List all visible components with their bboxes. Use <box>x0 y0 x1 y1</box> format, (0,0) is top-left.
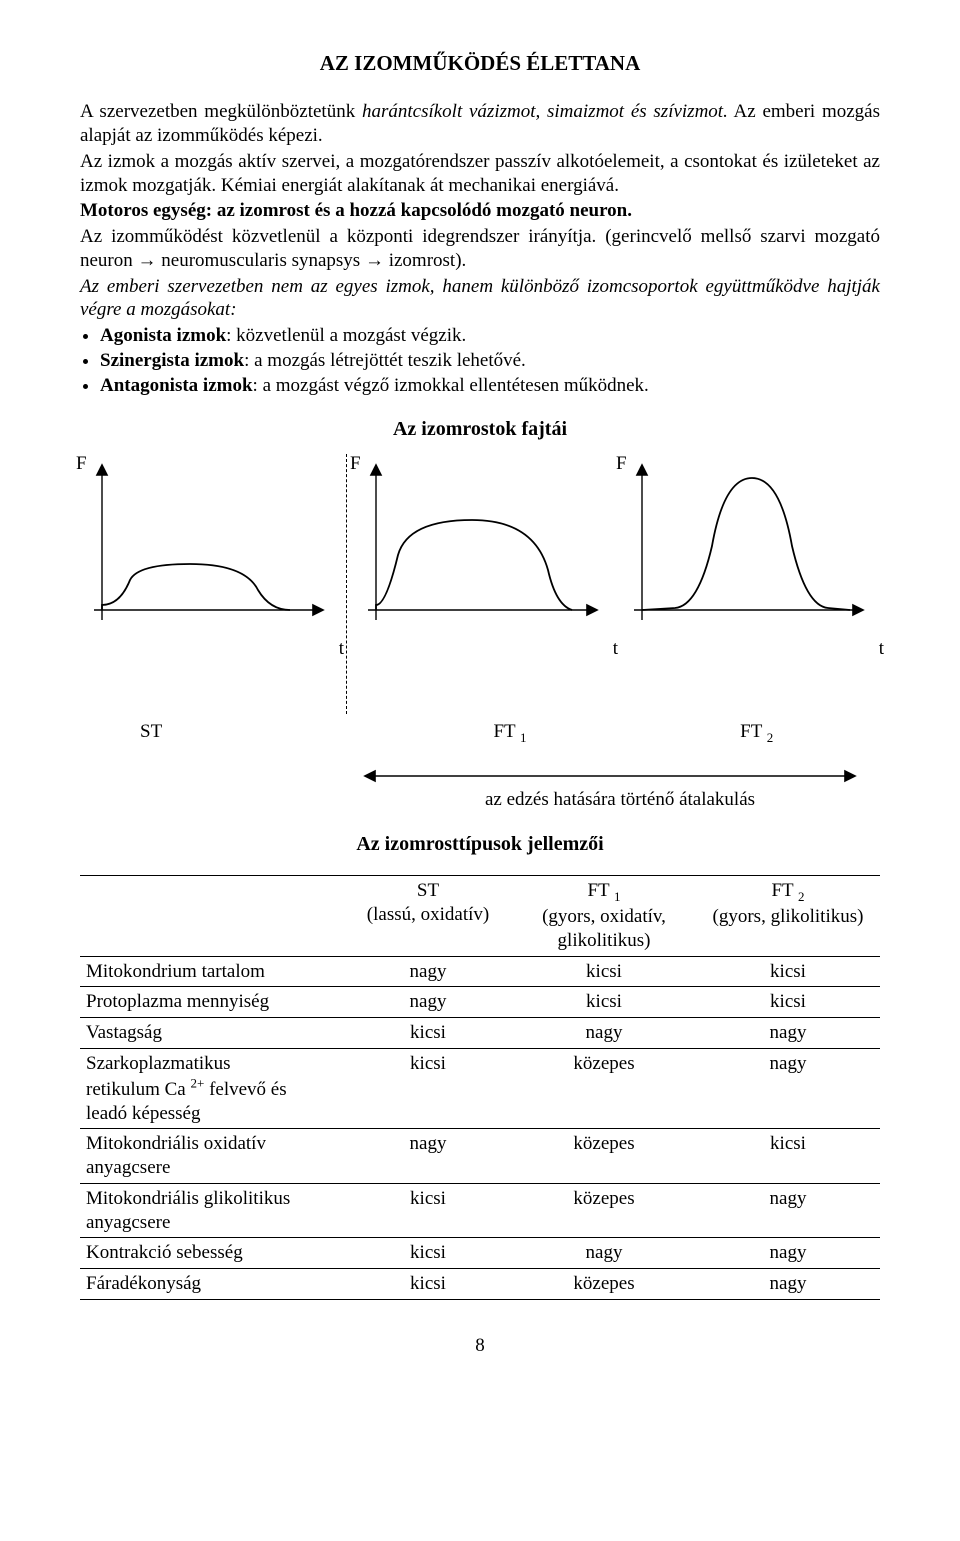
table-row: Fáradékonyság kicsi közepes nagy <box>80 1269 880 1300</box>
page-number: 8 <box>80 1334 880 1358</box>
th-ft1-sub1: (gyors, oxidatív, <box>542 906 666 927</box>
intro-paragraph-5-italic: Az emberi szervezetben nem az egyes izmo… <box>80 275 880 323</box>
dashed-divider <box>346 454 348 714</box>
list-item: Szinergista izmok: a mozgás létrejöttét … <box>100 349 880 373</box>
chart-label-ft1: FT 1 <box>387 720 634 746</box>
bullet-rest: : a mozgás létrejöttét teszik lehetővé. <box>244 350 526 371</box>
chart-labels: ST FT 1 FT 2 <box>80 720 880 746</box>
chart-label-ft2: FT 2 <box>633 720 880 746</box>
chart-label-st: ST <box>80 720 387 746</box>
table-row: Szarkoplazmatikus retikulum Ca 2+ felvev… <box>80 1048 880 1129</box>
intro-1-italic: harántcsíkolt vázizmot, simaizmot és szí… <box>362 101 728 122</box>
table-row: Mitokondriális oxidatív anyagcsere nagy … <box>80 1129 880 1184</box>
bullet-bold: Antagonista izmok <box>100 375 253 396</box>
axis-f-label: F <box>616 452 627 476</box>
chart-ft2: F t <box>620 460 880 650</box>
table-row: Protoplazma mennyiség nagy kicsi kicsi <box>80 987 880 1018</box>
intro-paragraph-2: Az izmok a mozgás aktív szervei, a mozga… <box>80 150 880 198</box>
section-heading-fajtai: Az izomrostok fajtái <box>80 417 880 442</box>
table-row: Kontrakció sebesség kicsi nagy nagy <box>80 1238 880 1269</box>
intro-paragraph-1: A szervezetben megkülönböztetünk harántc… <box>80 100 880 148</box>
fiber-type-table: ST (lassú, oxidatív) FT 1 (gyors, oxidat… <box>80 875 880 1300</box>
axis-t-label: t <box>339 637 344 661</box>
th-st-sub: (lassú, oxidatív) <box>367 904 489 925</box>
th-ft1-sub2: glikolitikus) <box>558 930 651 951</box>
table-row: Vastagság kicsi nagy nagy <box>80 1018 880 1049</box>
arrow-caption: az edzés hatására történő átalakulás <box>80 768 880 812</box>
intro-paragraph-4: Az izomműködést közvetlenül a központi i… <box>80 225 880 273</box>
axis-t-label: t <box>879 637 884 661</box>
page-title: AZ IZOMMŰKÖDÉS ÉLETTANA <box>80 50 880 76</box>
table-header-row: ST (lassú, oxidatív) FT 1 (gyors, oxidat… <box>80 876 880 957</box>
bullet-rest: : a mozgást végző izmokkal ellentétesen … <box>253 375 649 396</box>
curve-ft1 <box>376 520 572 610</box>
axis-f-label: F <box>350 452 361 476</box>
section-heading-jellemzoi: Az izomrosttípusok jellemzői <box>80 832 880 857</box>
list-item: Agonista izmok: közvetlenül a mozgást vé… <box>100 324 880 348</box>
chart-row: F t F <box>80 460 880 714</box>
bullet-rest: : közvetlenül a mozgást végzik. <box>226 325 466 346</box>
th-ft2: FT 2 <box>771 880 804 901</box>
curve-st <box>102 564 290 610</box>
bullet-bold: Szinergista izmok <box>100 350 244 371</box>
intro-1-a: A szervezetben megkülönböztetünk <box>80 101 362 122</box>
th-st: ST <box>417 880 439 901</box>
th-ft2-sub: (gyors, glikolitikus) <box>713 906 864 927</box>
axis-f-label: F <box>76 452 87 476</box>
bullet-bold: Agonista izmok <box>100 325 226 346</box>
th-ft1: FT 1 <box>587 880 620 901</box>
axis-t-label: t <box>613 637 618 661</box>
chart-ft1: F t <box>354 460 614 650</box>
table-row: Mitokondriális glikolitikus anyagcsere k… <box>80 1183 880 1238</box>
arrow-caption-text: az edzés hatására történő átalakulás <box>360 788 880 812</box>
muscle-type-list: Agonista izmok: közvetlenül a mozgást vé… <box>80 324 880 397</box>
list-item: Antagonista izmok: a mozgást végző izmok… <box>100 374 880 398</box>
curve-ft2 <box>642 478 850 610</box>
chart-st: F t <box>80 460 340 650</box>
motoros-egyseg-bold: Motoros egység: az izomrost és a hozzá k… <box>80 199 880 223</box>
table-row: Mitokondrium tartalom nagy kicsi kicsi <box>80 956 880 987</box>
